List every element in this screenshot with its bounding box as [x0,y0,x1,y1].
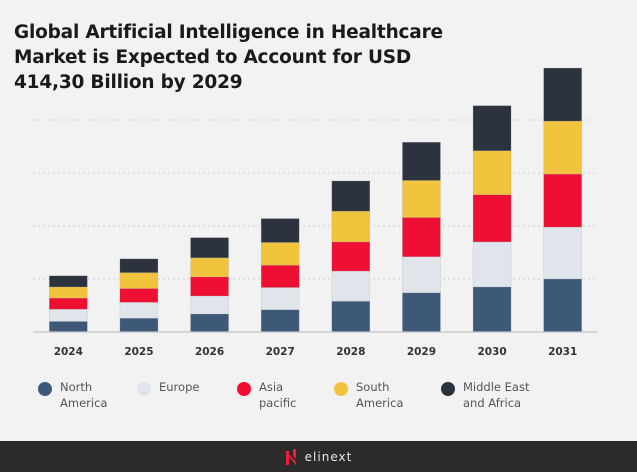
bar-segment-north-america-2029 [402,292,441,333]
legend-swatch [334,382,348,396]
bar-segment-asia-pacific-2031 [543,173,582,228]
legend-label: Middle East and Africa [463,380,530,410]
bar-segment-middle-east-and-africa-2028 [331,180,371,212]
x-tick-label: 2027 [266,346,295,358]
bar-segment-south-america-2029 [402,180,441,218]
legend-label: Asia pacific [259,380,297,410]
elinext-logo-icon [285,448,296,465]
bar-segment-middle-east-and-africa-2029 [402,141,441,181]
bar-segment-asia-pacific-2029 [402,217,441,258]
bar-segment-south-america-2028 [331,210,371,243]
bar-segment-south-america-2024 [49,286,88,299]
x-tick-label: 2030 [477,346,506,358]
bar-segment-south-america-2025 [119,272,159,289]
legend-item-south-america: South America [334,379,441,411]
legend-label: Europe [159,380,200,394]
bar-segment-europe-2028 [331,270,371,302]
bar-segment-europe-2029 [402,256,441,294]
legend-item-north-america: North America [38,379,145,411]
bar-segment-north-america-2028 [331,300,371,333]
bar-segment-middle-east-and-africa-2024 [49,275,88,288]
bar-segment-north-america-2027 [260,309,300,333]
bar-segment-north-america-2025 [119,317,159,333]
bar-segment-north-america-2031 [543,278,582,333]
bar-segment-south-america-2031 [543,120,582,175]
bar-segment-middle-east-and-africa-2031 [543,67,582,122]
bar-segment-europe-2027 [260,287,300,311]
bar-segment-asia-pacific-2026 [190,276,229,297]
x-tick-label: 2031 [548,346,577,358]
bar-segment-north-america-2026 [190,313,229,333]
legend-swatch [237,382,251,396]
legend-swatch [38,382,52,396]
bar-segment-asia-pacific-2028 [331,241,371,272]
bar-segment-middle-east-and-africa-2025 [119,258,159,273]
legend-swatch [441,382,455,396]
x-tick-label: 2028 [336,346,365,358]
legend-item-middle-east-africa: Middle East and Africa [441,379,548,411]
legend-swatch [137,382,151,396]
bar-segment-europe-2025 [119,302,159,319]
bar-segment-europe-2026 [190,295,229,315]
elinext-logo-text: elinext [304,449,353,464]
bar-segment-europe-2030 [472,241,512,288]
legend-item-asia-pacific: Asia pacific [237,379,344,411]
chart-title: Global Artificial Intelligence in Health… [14,22,443,93]
x-tick-label: 2026 [195,346,224,358]
legend-label: South America [356,380,404,410]
bar-segment-south-america-2030 [472,150,512,196]
x-tick-label: 2029 [407,346,436,358]
x-tick-label: 2025 [124,346,153,358]
legend-item-europe: Europe [137,379,244,396]
bar-segment-middle-east-and-africa-2026 [190,237,229,259]
x-tick-label: 2024 [54,346,83,358]
bar-segment-north-america-2024 [49,321,88,333]
bar-segment-south-america-2027 [260,242,300,266]
footer-bar: elinext [0,441,637,472]
bar-segment-middle-east-and-africa-2027 [260,218,300,243]
bar-segment-asia-pacific-2024 [49,297,88,310]
legend-label: North America [60,380,108,410]
bar-segment-asia-pacific-2027 [260,264,300,288]
bar-segment-europe-2031 [543,226,582,280]
bar-segment-middle-east-and-africa-2030 [472,105,512,152]
bar-segment-europe-2024 [49,308,88,322]
stacked-bar-chart: 2024 2025 2026 2027 2028 2029 2030 2031 [33,67,598,358]
bar-segment-asia-pacific-2025 [119,288,159,303]
bar-segment-asia-pacific-2030 [472,194,512,243]
bar-segment-north-america-2030 [472,286,512,333]
bar-segment-south-america-2026 [190,257,229,278]
